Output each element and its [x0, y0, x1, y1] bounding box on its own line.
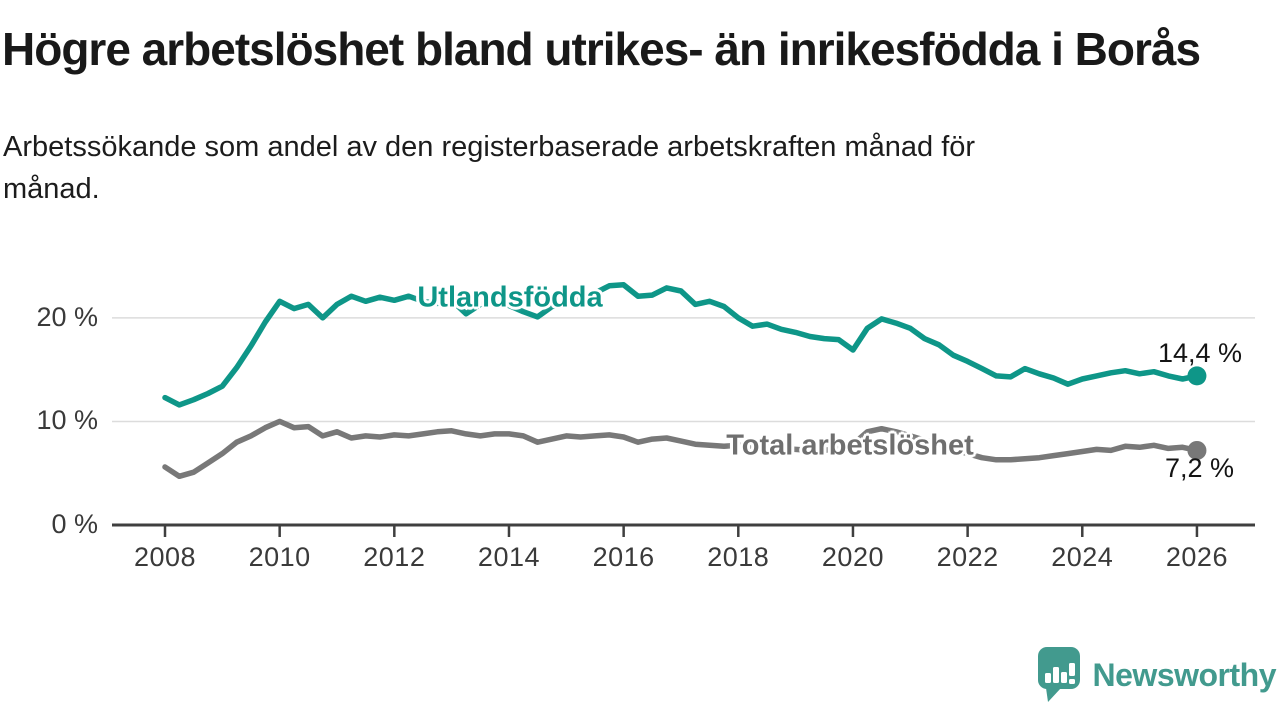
newsworthy-logo: Newsworthy [1037, 646, 1277, 704]
x-tick-label: 2014 [477, 542, 541, 572]
x-tick-label: 2026 [1165, 542, 1228, 572]
end-point-dot-total [1187, 440, 1207, 460]
x-tick-label: 2020 [821, 542, 884, 572]
series-label-utlandsfodda: Utlandsfödda [417, 281, 603, 314]
end-value-label-utlandsfodda: 14,4 % [1158, 338, 1243, 368]
end-value-label-total: 7,2 % [1165, 453, 1235, 483]
x-tick-label: 2022 [936, 542, 999, 572]
y-tick-label: 0 % [51, 509, 98, 539]
line-series-utlandsfodda [162, 282, 1200, 408]
y-tick-label: 20 % [36, 301, 98, 332]
line-series-total [162, 418, 1200, 480]
x-tick-label: 2024 [1051, 542, 1114, 572]
series-label-total-arbetsloshet: Total arbetslöshet [726, 429, 974, 462]
subtitle-line-2: månad. [3, 173, 100, 206]
x-tick-label: 2016 [592, 542, 655, 572]
y-tick-label: 10 % [36, 405, 98, 436]
page-title: Högre arbetslöshet bland utrikes- än inr… [2, 23, 1201, 75]
x-tick-label: 2008 [133, 542, 197, 572]
x-tick-label: 2012 [363, 542, 426, 572]
end-point-dot-utlandsfodda [1187, 366, 1207, 386]
x-tick-label: 2018 [707, 542, 770, 572]
chart-subtitle: Arbetssökande som andel av den registerb… [3, 126, 1203, 210]
subtitle-line-1: Arbetssökande som andel av den registerb… [3, 131, 976, 163]
newsworthy-logo-text: Newsworthy [1092, 656, 1277, 693]
newsworthy-speech-bubble-bar-chart-icon [1037, 647, 1080, 702]
x-tick-label: 2010 [248, 542, 311, 572]
